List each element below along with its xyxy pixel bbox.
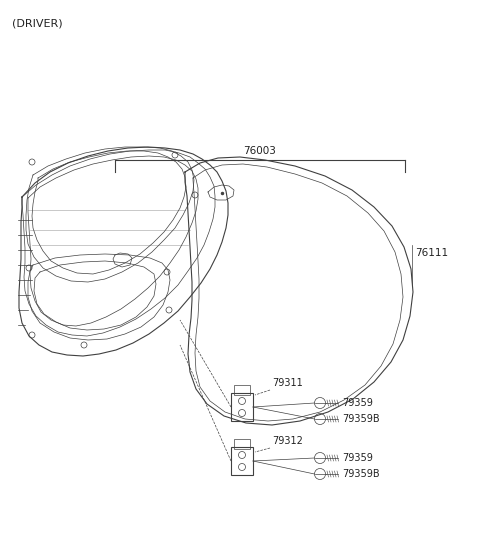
- Text: 79359B: 79359B: [342, 414, 380, 424]
- Text: 79359: 79359: [342, 398, 373, 408]
- Text: 79359B: 79359B: [342, 469, 380, 479]
- Text: 79312: 79312: [272, 436, 303, 446]
- Bar: [234, 385, 250, 395]
- Text: 76111: 76111: [415, 248, 448, 258]
- Bar: [231, 393, 253, 421]
- Text: (DRIVER): (DRIVER): [12, 18, 62, 28]
- Bar: [231, 447, 253, 475]
- Text: 79311: 79311: [272, 378, 303, 388]
- Text: 76003: 76003: [243, 146, 276, 156]
- Text: 79359: 79359: [342, 453, 373, 463]
- Bar: [234, 439, 250, 449]
